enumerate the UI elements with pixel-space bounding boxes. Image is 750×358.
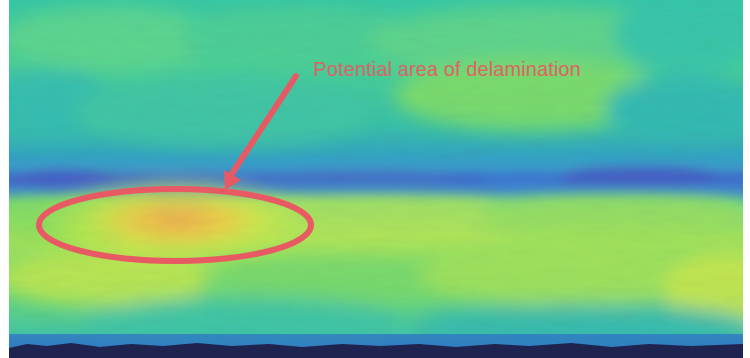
scan-texture [9,0,743,358]
annotation-arrow-line [228,73,299,178]
annotation-arrow-head [224,170,241,190]
ultrasonic-scan-image [9,0,743,358]
delamination-highlight-ellipse [36,186,314,264]
scan-bottom-edge [9,334,743,358]
delamination-annotation-graphics [36,73,314,264]
scan-heatmap [9,0,743,358]
delamination-annotation-label: Potential area of delamination [313,59,581,81]
